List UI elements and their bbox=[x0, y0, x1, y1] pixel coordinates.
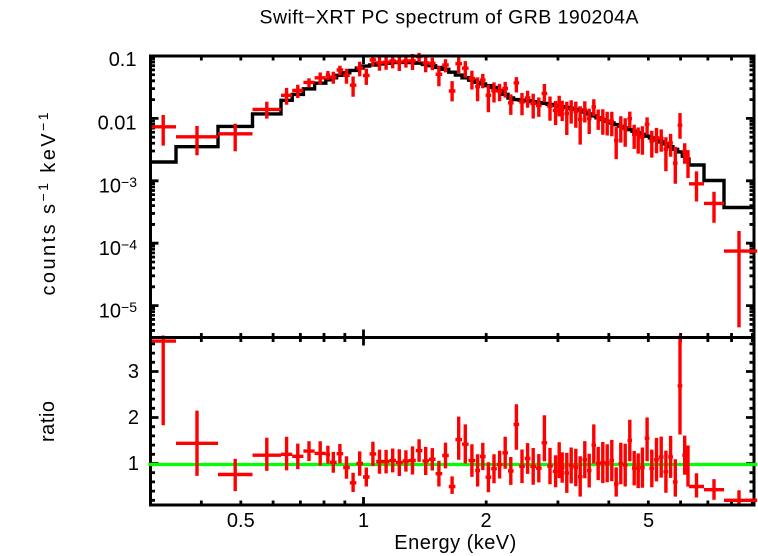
svg-text:1: 1 bbox=[128, 453, 139, 475]
svg-text:ratio: ratio bbox=[37, 401, 59, 442]
svg-text:0.01: 0.01 bbox=[98, 112, 137, 134]
svg-text:Energy (keV): Energy (keV) bbox=[394, 532, 516, 554]
svg-text:2: 2 bbox=[481, 510, 492, 532]
svg-text:0.5: 0.5 bbox=[227, 510, 255, 532]
svg-text:3: 3 bbox=[128, 361, 139, 383]
svg-text:0.1: 0.1 bbox=[109, 49, 137, 71]
svg-text:Swift−XRT PC spectrum of GRB 1: Swift−XRT PC spectrum of GRB 190204A bbox=[260, 7, 639, 29]
svg-text:1: 1 bbox=[358, 510, 369, 532]
svg-text:5: 5 bbox=[643, 510, 654, 532]
svg-text:2: 2 bbox=[128, 407, 139, 429]
